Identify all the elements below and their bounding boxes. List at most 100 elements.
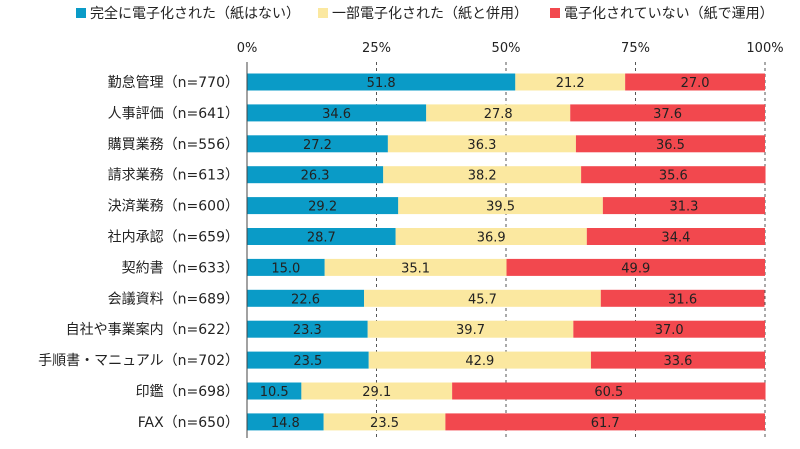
category-label: 購買業務（n=556）	[108, 137, 239, 153]
data-label: 28.7	[307, 231, 336, 246]
data-label: 31.3	[669, 200, 698, 215]
legend-swatch-partial	[318, 8, 328, 18]
category-label: 請求業務（n=613）	[108, 168, 239, 184]
bar-segment	[301, 382, 453, 400]
data-label: 51.8	[367, 76, 396, 91]
bar-segment	[323, 413, 446, 431]
bar-segment	[600, 289, 765, 307]
bar-segment	[426, 104, 571, 122]
data-label: 36.3	[467, 138, 496, 153]
bar-segment	[247, 135, 388, 153]
category-label: 決済業務（n=600）	[108, 199, 239, 215]
category-label: 勤怠管理（n=770）	[108, 75, 239, 91]
data-label: 39.7	[456, 323, 485, 338]
data-label: 26.3	[301, 169, 330, 184]
bar-segment	[367, 320, 574, 338]
x-tick-label: 100%	[746, 41, 783, 56]
data-label: 60.5	[594, 385, 623, 400]
bar-segment	[247, 413, 324, 431]
bar-segment	[247, 351, 369, 369]
data-label: 34.6	[322, 107, 351, 122]
bar-segment	[515, 73, 626, 91]
bar-segment	[383, 166, 582, 184]
data-label: 15.0	[271, 261, 300, 276]
category-label: 社内承認（n=659）	[108, 230, 239, 246]
legend-item-full: 完全に電子化された（紙はない）	[76, 3, 300, 23]
data-label: 21.2	[556, 76, 585, 91]
legend-swatch-full	[76, 8, 86, 18]
data-label: 27.0	[681, 76, 710, 91]
data-label: 35.6	[659, 169, 688, 184]
data-label: 36.9	[477, 231, 506, 246]
bar-segment	[395, 228, 587, 245]
bar-segment	[573, 320, 765, 338]
category-label: 印鑑（n=698）	[136, 383, 239, 400]
category-label: 人事評価（n=641）	[108, 106, 239, 122]
data-label: 27.2	[303, 138, 332, 153]
category-label: 契約書（n=633）	[122, 260, 239, 276]
category-label: FAX（n=650）	[138, 415, 239, 431]
bar-segment	[368, 351, 591, 369]
data-label: 29.2	[308, 200, 337, 215]
data-label: 31.6	[668, 292, 697, 307]
bar-segment	[570, 104, 765, 122]
data-label: 10.5	[260, 385, 289, 400]
bar-segment	[247, 228, 396, 245]
data-label: 45.7	[468, 292, 497, 307]
data-label: 27.8	[484, 107, 513, 122]
data-label: 38.2	[468, 169, 497, 184]
bar-segment	[247, 104, 427, 122]
legend-swatch-none	[550, 8, 560, 18]
bar-segment	[364, 289, 601, 307]
bar-segment	[452, 382, 766, 400]
data-label: 23.3	[293, 323, 322, 338]
legend-item-partial: 一部電子化された（紙と併用）	[318, 3, 528, 23]
bar-segment	[625, 73, 765, 91]
legend-label-partial: 一部電子化された（紙と併用）	[332, 6, 528, 22]
data-label: 29.1	[362, 385, 391, 400]
bar-segment	[247, 166, 384, 184]
bar-segment	[581, 166, 766, 184]
bar-segment	[387, 135, 576, 153]
data-label: 61.7	[591, 416, 620, 431]
bar-segment	[247, 289, 365, 307]
x-tick-label: 50%	[492, 41, 521, 56]
data-label: 23.5	[293, 354, 322, 369]
bar-segment	[247, 258, 325, 276]
x-tick-label: 0%	[237, 41, 258, 56]
legend-label-none: 電子化されていない（紙で運用）	[564, 6, 774, 22]
category-label: 自社や事業案内（n=622）	[66, 321, 239, 338]
data-label: 22.6	[291, 292, 320, 307]
category-label: 手順書・マニュアル（n=702）	[38, 353, 239, 369]
data-label: 33.6	[663, 354, 692, 369]
data-label: 37.0	[655, 323, 684, 338]
legend: 完全に電子化された（紙はない） 一部電子化された（紙と併用） 電子化されていない…	[0, 3, 800, 23]
data-label: 14.8	[271, 416, 300, 431]
x-tick-label: 75%	[621, 41, 650, 56]
bar-segment	[575, 135, 765, 153]
bar-segment	[506, 258, 765, 276]
bar-segment	[247, 73, 516, 91]
bar-segment	[247, 320, 368, 338]
data-label: 49.9	[621, 261, 650, 276]
x-tick-label: 25%	[362, 41, 391, 56]
category-label: 会議資料（n=689）	[108, 290, 239, 307]
data-label: 34.4	[661, 231, 690, 246]
data-label: 39.5	[486, 200, 515, 215]
legend-label-full: 完全に電子化された（紙はない）	[90, 6, 300, 22]
legend-item-none: 電子化されていない（紙で運用）	[550, 3, 774, 23]
bar-segment	[445, 413, 765, 431]
bar-segment	[602, 197, 765, 215]
data-label: 35.1	[401, 261, 430, 276]
bar-segment	[590, 351, 765, 369]
data-label: 23.5	[370, 416, 399, 431]
data-label: 36.5	[656, 138, 685, 153]
data-label: 42.9	[465, 354, 494, 369]
bar-segment	[247, 197, 399, 215]
bar-segment	[398, 197, 603, 215]
data-label: 37.6	[653, 107, 682, 122]
bar-segment	[324, 258, 507, 276]
bar-segment	[247, 382, 302, 400]
bar-segment	[586, 228, 765, 245]
